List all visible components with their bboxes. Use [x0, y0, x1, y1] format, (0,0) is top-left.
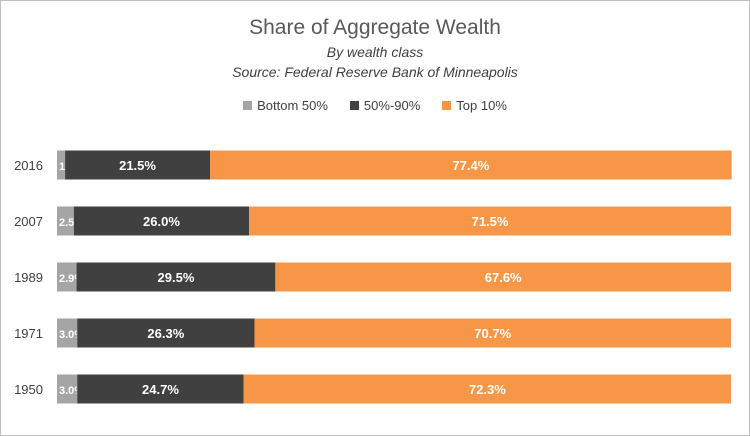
bar-segment-1950-s2: [243, 374, 731, 404]
legend-swatch-top-10: [442, 101, 452, 110]
bar-segment-1989-s2: [275, 262, 731, 292]
data-label-1971-s1: 26.3%: [147, 326, 184, 341]
legend-label-bottom-50: Bottom 50%: [257, 98, 328, 113]
data-label-2007-s1: 26.0%: [143, 214, 180, 229]
category-label-2007: 2007: [14, 214, 43, 229]
data-label-2016-s1: 21.5%: [119, 158, 156, 173]
bar-segment-1971-s0: [57, 318, 78, 348]
data-label-1950-s1: 24.7%: [142, 382, 179, 397]
bar-segment-2007-s1: [73, 206, 250, 236]
data-label-1989-s2: 67.6%: [485, 270, 522, 285]
chart-legend: Bottom 50% 50%-90% Top 10%: [0, 98, 750, 113]
data-label-2016-s2: 77.4%: [452, 158, 489, 173]
legend-swatch-bottom-50: [243, 101, 253, 110]
category-label-1989: 1989: [14, 270, 43, 285]
bar-segment-1971-s1: [77, 318, 255, 348]
bar-segment-1950-s0: [57, 374, 78, 404]
legend-item-50-90: 50%-90%: [349, 98, 421, 113]
legend-label-top-10: Top 10%: [456, 98, 507, 113]
bar-segment-1971-s2: [254, 318, 731, 348]
legend-label-50-90: 50%-90%: [363, 98, 421, 113]
category-label-2016: 2016: [14, 158, 43, 173]
bar-segment-2007-s2: [249, 206, 731, 236]
category-label-1971: 1971: [14, 326, 43, 341]
data-label-2007-s2: 71.5%: [472, 214, 509, 229]
data-label-1950-s2: 72.3%: [469, 382, 506, 397]
chart-source: Source: Federal Reserve Bank of Minneapo…: [232, 64, 518, 80]
data-label-1971-s2: 70.7%: [474, 326, 511, 341]
bar-segment-1950-s1: [77, 374, 244, 404]
chart-subtitle: By wealth class: [326, 44, 424, 60]
chart-title: Share of Aggregate Wealth: [249, 16, 501, 39]
data-label-1989-s1: 29.5%: [158, 270, 195, 285]
bar-segment-2016-s0: [57, 150, 66, 180]
bar-segment-2007-s0: [57, 206, 74, 236]
bar-segment-2016-s2: [209, 150, 732, 180]
bar-segment-1989-s1: [76, 262, 276, 292]
category-label-1950: 1950: [14, 382, 43, 397]
bar-segment-1989-s0: [57, 262, 77, 292]
legend-item-bottom-50: Bottom 50%: [243, 98, 328, 113]
legend-swatch-50-90: [349, 101, 359, 110]
bar-segment-2016-s1: [65, 150, 210, 180]
legend-item-top-10: Top 10%: [442, 98, 507, 113]
